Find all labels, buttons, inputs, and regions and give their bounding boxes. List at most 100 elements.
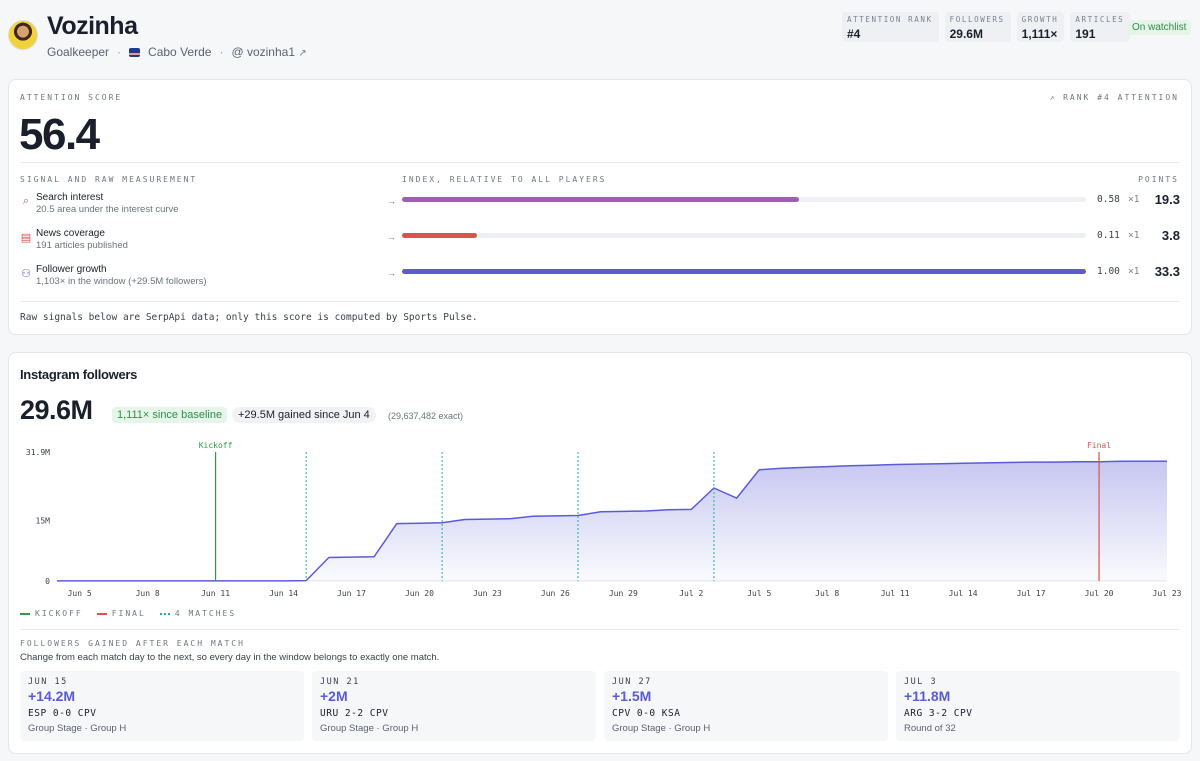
x-tick-label: Jun 17: [337, 589, 366, 598]
divider: [20, 301, 1180, 302]
flag-icon: [129, 47, 141, 57]
stat-attention-rank: ATTENTION RANK #4: [842, 12, 939, 42]
match-gain-card[interactable]: JUL 3 +11.8M ARG 3-2 CPV Round of 32: [896, 671, 1180, 741]
legend-label: KICKOFF: [35, 609, 83, 618]
points-value: 19.3: [1154, 192, 1180, 207]
stat-value: 29.6M: [949, 27, 983, 41]
match-gain-card[interactable]: JUN 21 +2M URU 2-2 CPV Group Stage · Gro…: [312, 671, 596, 741]
arrow-right-icon: →: [387, 232, 396, 242]
multiplier: ×1: [1128, 266, 1140, 277]
index-bar-track: [402, 197, 1086, 202]
player-country: Cabo Verde: [148, 45, 212, 59]
watchlist-badge[interactable]: On watchlist: [1127, 20, 1192, 35]
match-gain-value: +11.8M: [904, 688, 951, 704]
col-header-index: INDEX, RELATIVE TO ALL PLAYERS: [402, 175, 607, 184]
marker-label-final: Final: [1087, 441, 1111, 450]
gained-badge: +29.5M gained since Jun 4: [232, 407, 376, 423]
index-bar-track: [402, 233, 1086, 238]
match-gain-card[interactable]: JUN 15 +14.2M ESP 0-0 CPV Group Stage · …: [20, 671, 304, 741]
match-stage: Round of 32: [904, 723, 956, 734]
followers-line: [57, 460, 1167, 582]
x-tick-label: Jun 29: [609, 589, 638, 598]
stat-articles: ARTICLES 191: [1070, 12, 1131, 42]
legend-swatch: [159, 612, 170, 615]
match-stage: Group Stage · Group H: [320, 723, 419, 734]
instagram-title: Instagram followers: [20, 367, 138, 382]
followers-chart[interactable]: 31.9M 15M 0 Kickoff Final Jun 5 Jun 8 Jun 11 Jun…: [9, 438, 1193, 603]
gains-description: Change from each match day to the next, …: [20, 652, 440, 663]
x-tick-label: Jul 5: [747, 589, 771, 598]
attention-score-label: ATTENTION SCORE: [20, 93, 123, 102]
x-tick-label: Jun 11: [201, 589, 230, 598]
chart-legend: KICKOFF FINAL 4 MATCHES: [20, 609, 236, 618]
x-tick-label: Jun 14: [269, 589, 298, 598]
y-tick-label: 31.9M: [26, 448, 50, 457]
points-value: 33.3: [1154, 264, 1180, 279]
x-tick-label: Jul 17: [1017, 589, 1046, 598]
col-header-signal: SIGNAL AND RAW MEASUREMENT: [20, 175, 198, 184]
signal-row-search: ⌕ Search interest 20.5 area under the in…: [20, 192, 1180, 220]
x-tick-label: Jun 20: [405, 589, 434, 598]
legend-matches: 4 MATCHES: [159, 609, 236, 618]
x-tick-label: Jun 8: [136, 589, 160, 598]
legend-label: FINAL: [111, 609, 146, 618]
arrow-right-icon: →: [387, 268, 396, 278]
player-header: Vozinha Goalkeeper · Cabo Verde · @ vozi…: [0, 0, 1200, 72]
match-score: URU 2-2 CPV: [320, 708, 389, 719]
player-position: Goalkeeper: [47, 45, 110, 59]
match-gain-card[interactable]: JUN 27 +1.5M CPV 0-0 KSA Group Stage · G…: [604, 671, 888, 741]
x-tick-label: Jul 14: [949, 589, 978, 598]
divider: [20, 162, 1180, 163]
gains-label: FOLLOWERS GAINED AFTER EACH MATCH: [20, 639, 245, 648]
signal-sub: 20.5 area under the interest curve: [36, 204, 179, 215]
instagram-handle-link[interactable]: @ vozinha1 ↗: [231, 45, 306, 59]
marker-label-kickoff: Kickoff: [199, 441, 233, 450]
col-header-points: POINTS: [1138, 175, 1179, 184]
legend-final: FINAL: [96, 609, 146, 618]
external-link-icon: ↗: [298, 48, 307, 59]
x-tick-label: Jun 26: [541, 589, 570, 598]
match-date: JUN 21: [320, 677, 360, 687]
x-tick-label: Jun 5: [68, 589, 92, 598]
trend-up-icon: ↗: [1049, 93, 1057, 102]
match-gain-value: +1.5M: [612, 688, 652, 704]
signal-title: News coverage: [36, 228, 105, 239]
follower-count: 29.6M: [20, 395, 93, 425]
match-gain-value: +14.2M: [28, 688, 76, 704]
x-tick-label: Jun 23: [473, 589, 502, 598]
stat-growth: GROWTH 1,111×: [1016, 12, 1065, 42]
attention-score-card: ATTENTION SCORE ↗ RANK #4 ATTENTION 56.4…: [8, 79, 1192, 335]
signal-title: Follower growth: [36, 264, 107, 275]
index-value: 1.00: [1097, 266, 1120, 277]
match-score: ARG 3-2 CPV: [904, 708, 973, 719]
stat-followers: FOLLOWERS 29.6M: [944, 12, 1011, 42]
user-plus-icon: ⚇: [21, 268, 31, 280]
avatar: [8, 20, 38, 50]
stat-label: ARTICLES: [1075, 15, 1125, 24]
multiplier: ×1: [1128, 230, 1140, 241]
stat-value: 1,111×: [1021, 27, 1058, 41]
rank-tag-text: RANK #4 ATTENTION: [1063, 93, 1179, 102]
match-stage: Group Stage · Group H: [28, 723, 127, 734]
stat-summary: ATTENTION RANK #4 FOLLOWERS 29.6M GROWTH…: [842, 12, 1131, 42]
attention-score-value: 56.4: [19, 110, 100, 159]
index-bar-fill: [402, 233, 478, 238]
match-score: ESP 0-0 CPV: [28, 708, 97, 719]
separator-dot: ·: [219, 45, 224, 59]
match-score: CPV 0-0 KSA: [612, 708, 681, 719]
x-tick-label: Jul 11: [881, 589, 910, 598]
multiplier: ×1: [1128, 194, 1140, 205]
x-tick-label: Jul 2: [679, 589, 703, 598]
stat-label: GROWTH: [1021, 15, 1059, 24]
match-stage: Group Stage · Group H: [612, 723, 711, 734]
instagram-followers-card: Instagram followers 29.6M 1,111× since b…: [8, 352, 1192, 754]
match-date: JUN 15: [28, 677, 68, 687]
y-tick-label: 15M: [36, 516, 51, 525]
stat-label: ATTENTION RANK: [847, 15, 933, 24]
legend-swatch: [20, 612, 30, 615]
stat-label: FOLLOWERS: [949, 15, 1005, 24]
x-tick-label: Jul 20: [1085, 589, 1114, 598]
player-name: Vozinha: [47, 12, 138, 40]
newspaper-icon: ▤: [20, 232, 32, 244]
index-bar-track: [402, 269, 1086, 274]
